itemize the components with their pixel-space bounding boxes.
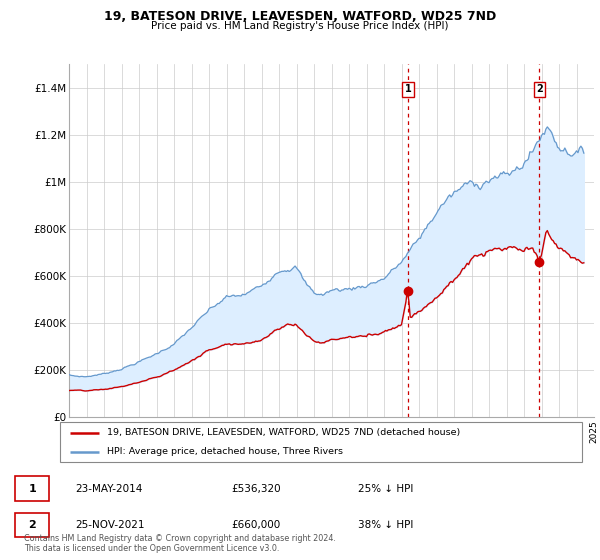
Text: HPI: Average price, detached house, Three Rivers: HPI: Average price, detached house, Thre…: [107, 447, 343, 456]
Text: 25-NOV-2021: 25-NOV-2021: [76, 520, 145, 530]
FancyBboxPatch shape: [15, 512, 49, 537]
Text: Contains HM Land Registry data © Crown copyright and database right 2024.
This d: Contains HM Land Registry data © Crown c…: [24, 534, 336, 553]
FancyBboxPatch shape: [15, 476, 49, 501]
Text: 2: 2: [536, 84, 542, 94]
Text: 2: 2: [28, 520, 36, 530]
Text: 19, BATESON DRIVE, LEAVESDEN, WATFORD, WD25 7ND: 19, BATESON DRIVE, LEAVESDEN, WATFORD, W…: [104, 10, 496, 23]
Text: £536,320: £536,320: [231, 483, 281, 493]
Text: 38% ↓ HPI: 38% ↓ HPI: [358, 520, 413, 530]
Text: Price paid vs. HM Land Registry's House Price Index (HPI): Price paid vs. HM Land Registry's House …: [151, 21, 449, 31]
Text: 1: 1: [28, 483, 36, 493]
Text: 1: 1: [404, 84, 412, 94]
Text: £660,000: £660,000: [231, 520, 280, 530]
FancyBboxPatch shape: [60, 422, 582, 462]
Text: 19, BATESON DRIVE, LEAVESDEN, WATFORD, WD25 7ND (detached house): 19, BATESON DRIVE, LEAVESDEN, WATFORD, W…: [107, 428, 460, 437]
Text: 25% ↓ HPI: 25% ↓ HPI: [358, 483, 413, 493]
Text: 23-MAY-2014: 23-MAY-2014: [76, 483, 143, 493]
